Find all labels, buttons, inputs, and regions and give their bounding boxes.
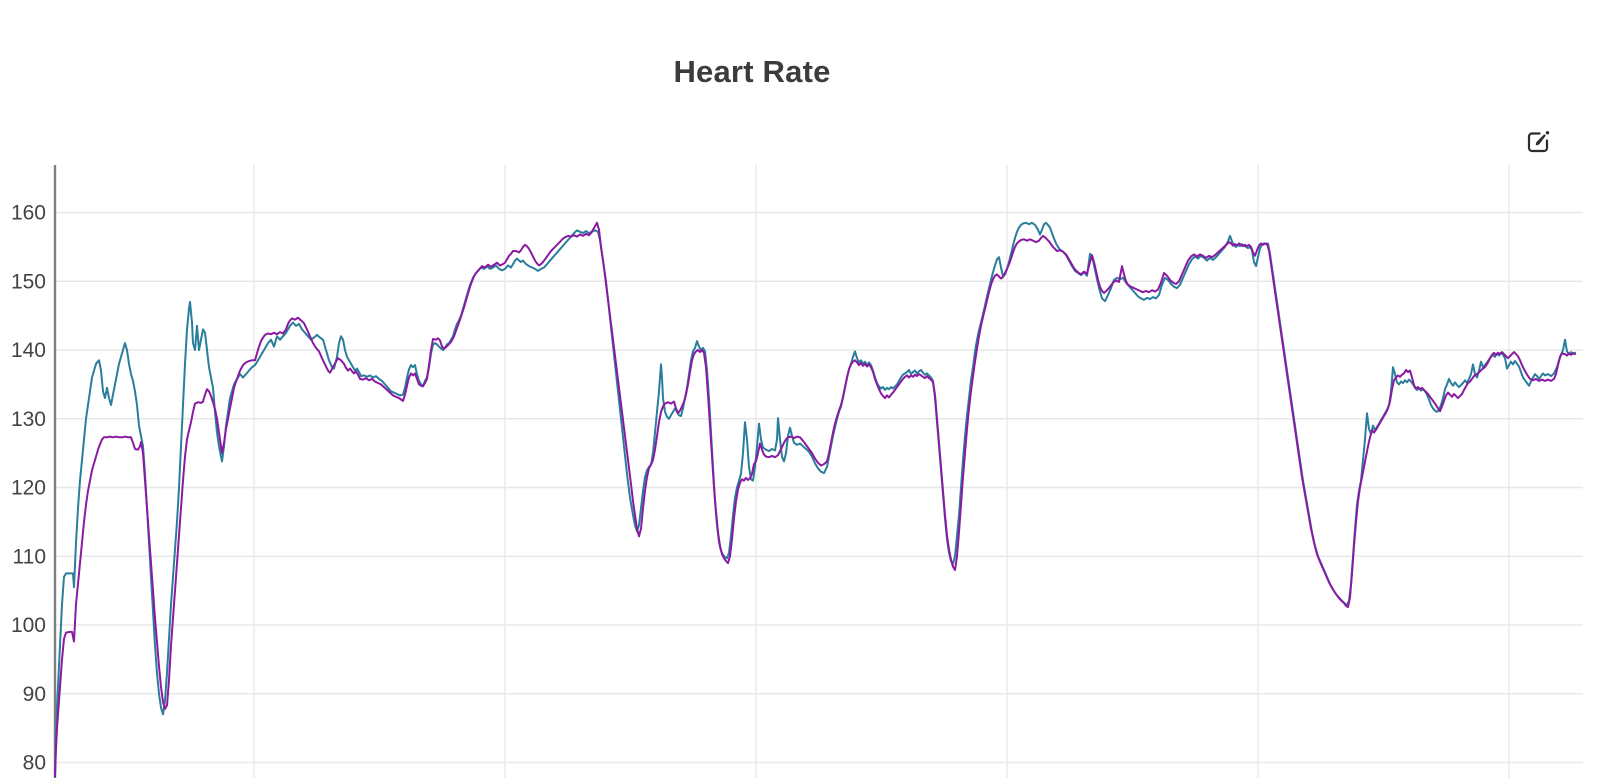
y-tick-label: 160 [11,202,46,225]
edit-pencil-square-icon [1527,131,1550,153]
y-tick-label: 120 [11,477,46,500]
y-tick-label: 130 [11,408,46,431]
edit-chart-button[interactable] [1525,129,1551,155]
y-tick-label: 100 [11,614,46,637]
heart-rate-series-purple-line [54,221,1576,778]
chart-title: Heart Rate [673,54,831,89]
y-tick-label: 140 [11,339,46,362]
y-tick-label: 90 [23,683,46,706]
y-tick-label: 110 [13,545,46,568]
y-tick-label: 80 [23,752,46,775]
y-tick-label: 150 [11,270,46,293]
